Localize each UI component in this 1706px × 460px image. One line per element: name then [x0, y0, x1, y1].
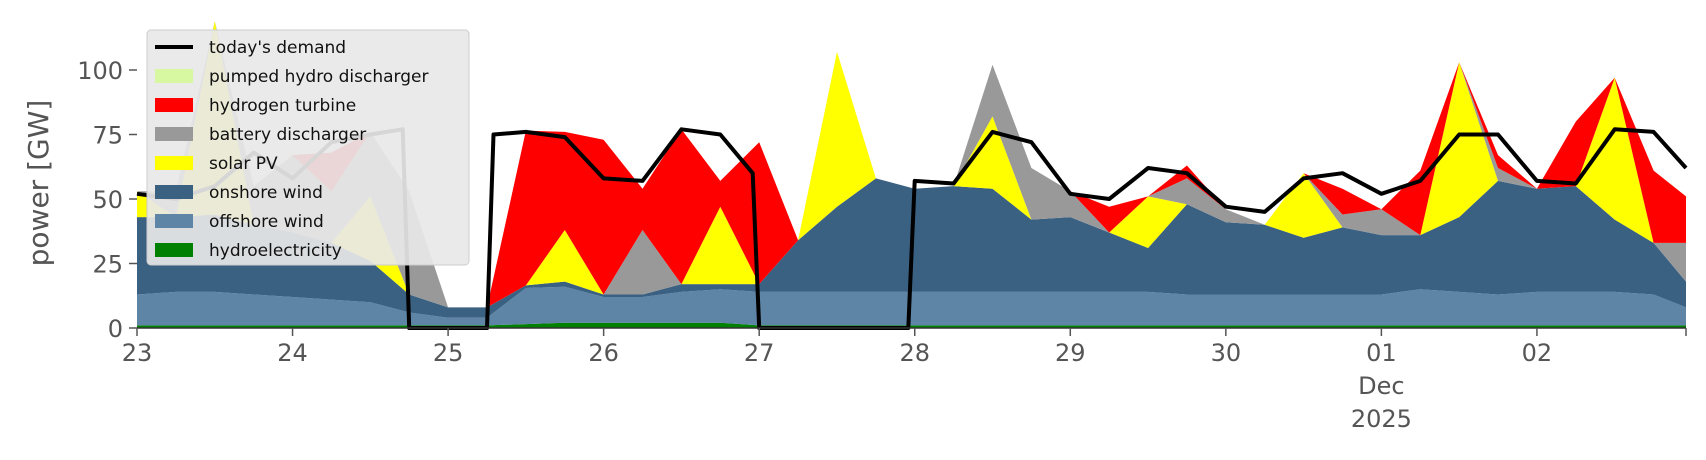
x-tick-label: 24 [277, 339, 308, 367]
legend-swatch [155, 69, 193, 83]
legend-label: solar PV [209, 154, 278, 174]
legend-label: hydrogen turbine [209, 96, 356, 116]
legend-label: onshore wind [209, 183, 323, 203]
legend-label: pumped hydro discharger [209, 67, 428, 87]
x-tick-label: 23 [122, 339, 153, 367]
y-tick-label: 100 [77, 57, 123, 85]
x-tick-label: 30 [1211, 339, 1242, 367]
x-sublabel: 2025 [1351, 405, 1412, 433]
x-tick-label: 26 [588, 339, 619, 367]
x-tick-label: 01 [1366, 339, 1397, 367]
y-tick-label: 25 [92, 251, 123, 279]
area-hydrogen-turbine [137, 21, 1686, 308]
legend-box [146, 29, 470, 266]
axes-group: 0 25 50 75 100 23 24 25 26 27 28 29 30 01 02 Dec 2025 pow… [22, 57, 1687, 433]
y-tick-label: 50 [92, 186, 123, 214]
area-solar-pv [137, 21, 1686, 308]
legend-label: today's demand [209, 38, 346, 58]
y-axis-title: power [GW] [22, 100, 55, 267]
legend-label: offshore wind [209, 212, 324, 232]
x-tick-label: 02 [1522, 339, 1553, 367]
legend: today's demand pumped hydro discharger hyd… [146, 29, 470, 266]
legend-swatch [155, 156, 193, 170]
legend-swatch [155, 98, 193, 112]
x-tick-label: 25 [433, 339, 464, 367]
y-tick-label: 75 [92, 122, 123, 150]
x-sublabel: Dec [1358, 372, 1404, 400]
legend-swatch [155, 243, 193, 257]
x-tick-label: 27 [744, 339, 775, 367]
legend-label: battery discharger [209, 125, 366, 145]
legend-swatch [155, 185, 193, 199]
legend-swatch [155, 127, 193, 141]
x-tick-label: 29 [1055, 339, 1086, 367]
area-offshore-wind [137, 286, 1686, 326]
legend-swatch [155, 214, 193, 228]
x-tick-label: 28 [899, 339, 930, 367]
y-tick-label: 0 [108, 315, 123, 343]
legend-label: hydroelectricity [209, 241, 342, 261]
